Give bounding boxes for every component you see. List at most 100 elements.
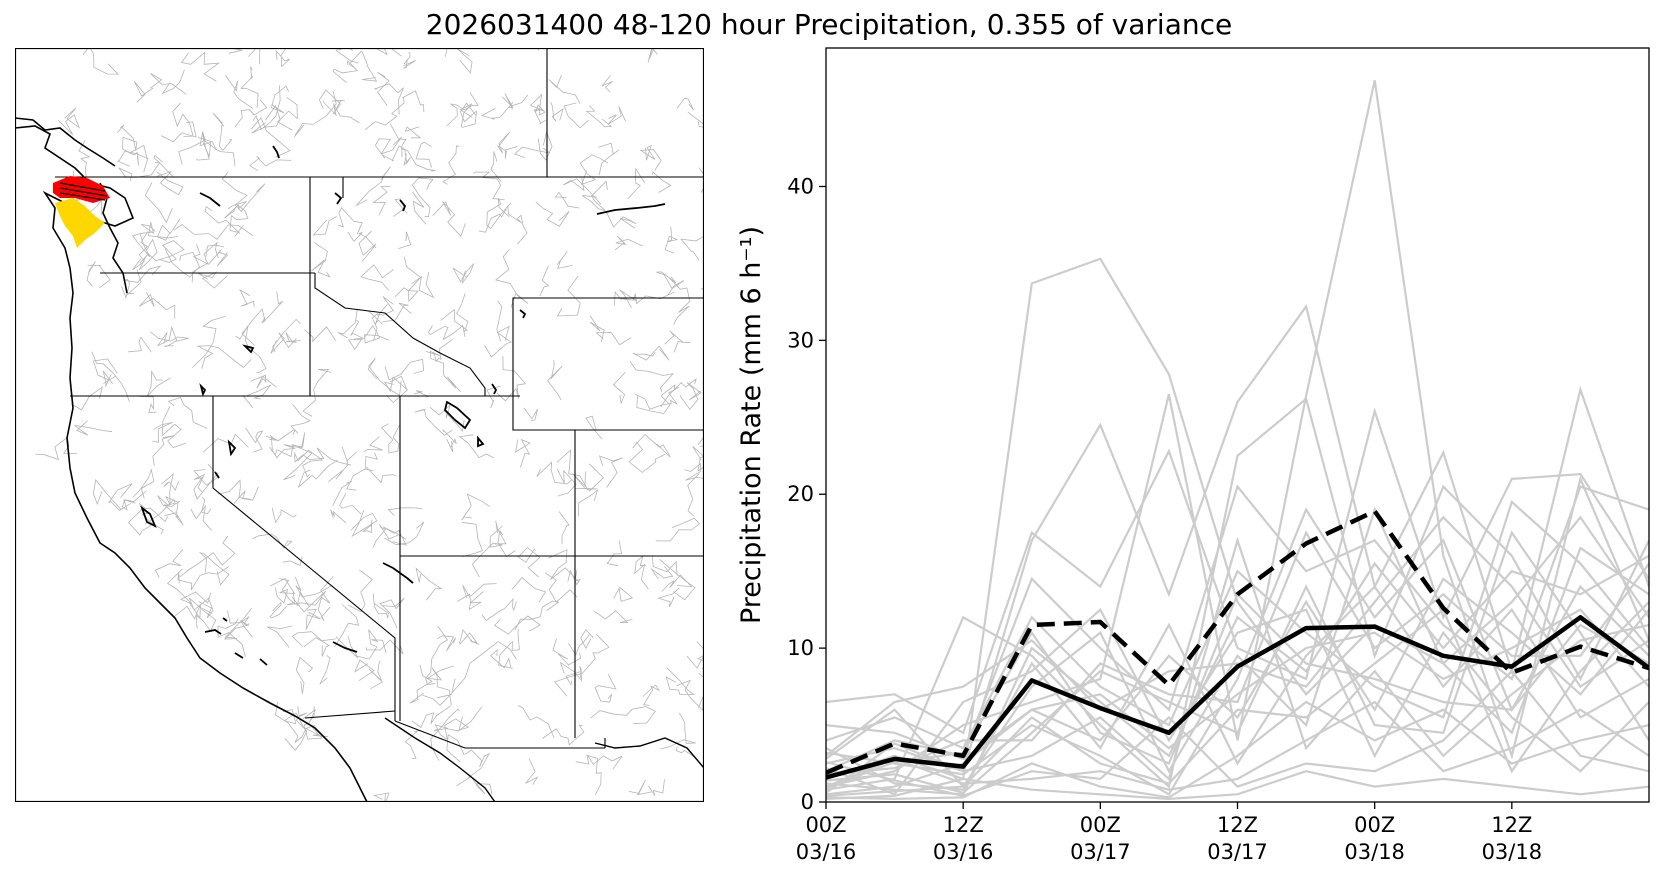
basin-line [328, 446, 357, 483]
basin-line [684, 462, 704, 481]
ensemble-member-line [826, 515, 1649, 757]
basin-line [212, 112, 233, 152]
basin-line [664, 226, 679, 254]
basin-line [146, 240, 185, 263]
basin-line [465, 749, 491, 778]
basin-line [486, 385, 501, 409]
basin-line [152, 422, 173, 443]
basin-line [660, 377, 697, 408]
basin-line [659, 558, 696, 601]
basin-line [197, 137, 236, 166]
coastline-gulf [594, 737, 704, 769]
x-tick-label-date: 03/16 [796, 840, 857, 864]
basin-line [664, 330, 691, 353]
basin-line [563, 102, 589, 129]
basin-line [434, 716, 470, 741]
ensemble-member-line [826, 770, 1649, 801]
basin-line [634, 554, 649, 590]
ensemble-member-line [826, 80, 1649, 788]
basin-line [579, 154, 609, 186]
basin-line [515, 438, 531, 468]
basin-line [402, 90, 425, 113]
x-tick-label-time: 12Z [1217, 813, 1258, 837]
basin-line [680, 235, 704, 261]
basin-line [552, 638, 582, 666]
basin-line [332, 59, 359, 84]
basin-line [651, 555, 678, 576]
basin-line [35, 436, 78, 461]
basin-line [457, 48, 473, 74]
basin-line [473, 171, 505, 201]
basin-line [249, 156, 292, 172]
basin-line [188, 597, 214, 619]
basin-line [647, 48, 658, 63]
basin-line [233, 486, 259, 504]
basin-line [687, 111, 704, 128]
solid-series-line [826, 615, 1649, 780]
basin-line [425, 350, 461, 393]
basin-line [128, 336, 152, 353]
basin-line [125, 269, 142, 295]
basin-line [157, 325, 178, 348]
basin-line [108, 483, 133, 511]
y-tick-label: 40 [787, 174, 814, 198]
basin-line [440, 293, 469, 333]
basin-line [657, 587, 680, 608]
basin-line [411, 705, 452, 729]
basin-line [629, 361, 675, 393]
basin-line [514, 600, 560, 631]
coastline-baja [384, 717, 496, 802]
ensemble-member-line [826, 601, 1649, 797]
basin-line [149, 331, 189, 342]
highlighted-basin-red [53, 176, 110, 203]
basin-boundaries [35, 48, 704, 802]
basin-line [587, 755, 623, 770]
basin-line [330, 509, 347, 524]
basin-line [415, 141, 433, 168]
basin-line [496, 300, 503, 342]
basin-line [497, 131, 518, 159]
basin-line [195, 608, 217, 632]
basin-line [687, 473, 700, 517]
basin-line [156, 218, 181, 241]
basin-line [221, 171, 266, 212]
basin-line [198, 552, 230, 586]
basin-line [632, 345, 670, 361]
basin-line [354, 659, 375, 681]
basin-line [319, 655, 331, 685]
basin-line [572, 463, 605, 492]
basin-line [241, 308, 266, 346]
basin-line [384, 358, 425, 381]
basin-line [74, 420, 113, 436]
basin-line [598, 455, 624, 488]
basin-line [128, 507, 169, 536]
basin-line [655, 517, 700, 542]
basin-line [116, 124, 137, 150]
basin-line [556, 251, 573, 269]
ensemble-member-line [826, 407, 1649, 735]
lakes [140, 145, 666, 666]
basin-line [295, 656, 313, 694]
basin-line [193, 472, 219, 500]
basin-line [179, 535, 236, 578]
basin-line [650, 566, 674, 580]
basin-line [401, 148, 436, 172]
basin-line [146, 370, 171, 397]
basin-line [403, 52, 416, 69]
basin-line [70, 386, 103, 411]
basin-line [234, 99, 268, 128]
basin-line [544, 572, 578, 603]
ensemble-member-line [826, 607, 1649, 796]
x-tick-label-date: 03/18 [1344, 840, 1405, 864]
y-tick-label: 20 [787, 482, 814, 506]
y-axis-ticks: 0 10 20 30 40 [787, 174, 826, 814]
x-axis-ticks: 00Z 03/16 12Z 03/16 00Z 03/17 12Z 03/17 00Z 03/18… [796, 802, 1542, 864]
basin-line [285, 332, 301, 343]
basin-line [354, 324, 390, 344]
basin-line [138, 238, 158, 271]
figure-title: 2026031400 48-120 hour Precipitation, 0.… [425, 8, 1233, 41]
basin-line [290, 403, 311, 434]
basin-line [347, 231, 377, 249]
ensemble-member-line [826, 499, 1649, 750]
